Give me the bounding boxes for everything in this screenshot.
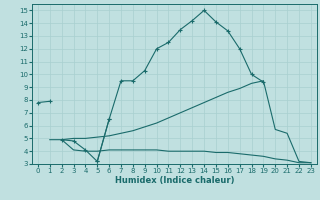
X-axis label: Humidex (Indice chaleur): Humidex (Indice chaleur): [115, 176, 234, 185]
